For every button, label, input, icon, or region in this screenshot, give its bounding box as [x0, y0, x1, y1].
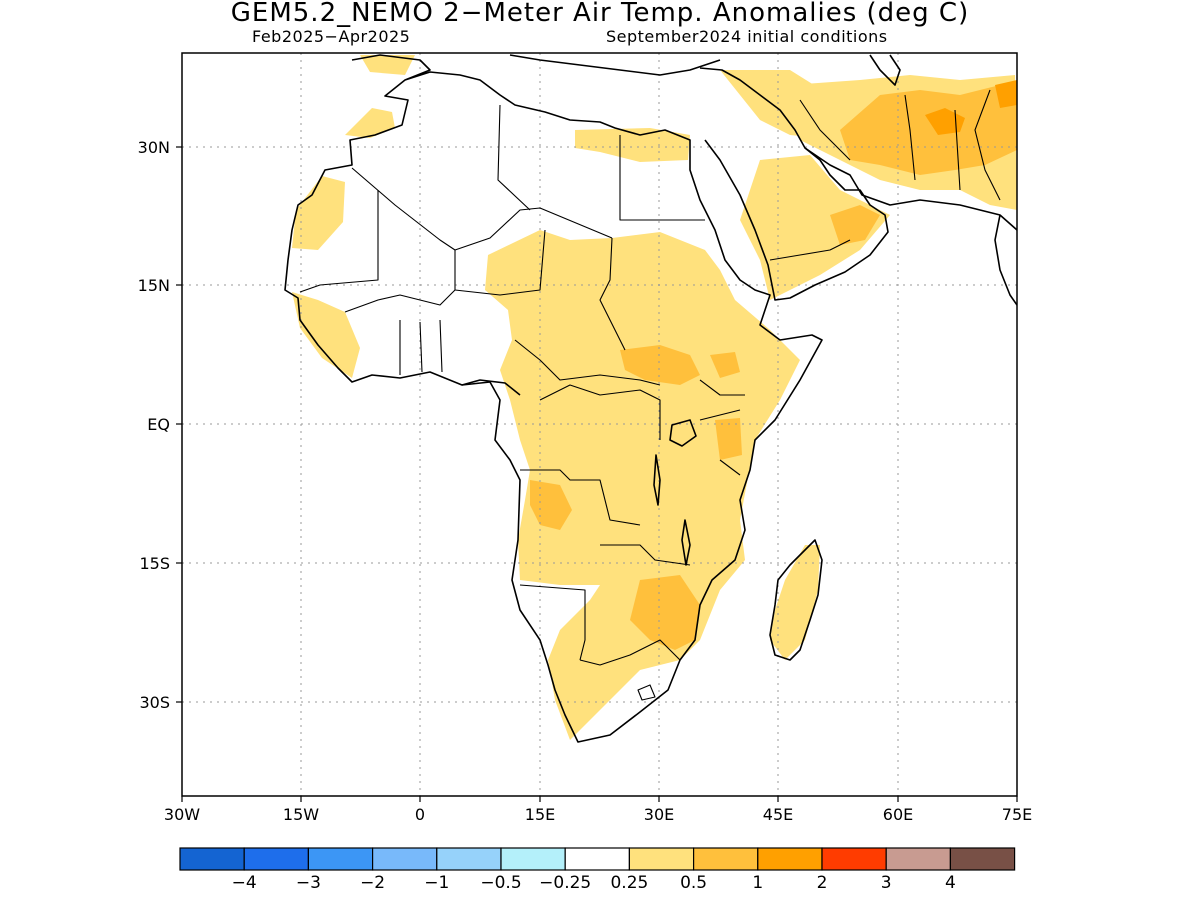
- country-borders: [299, 89, 1001, 701]
- anomaly-madagascar: [770, 545, 820, 660]
- chart-title: GEM5.2_NEMO 2−Meter Air Temp. Anomalies …: [230, 0, 970, 28]
- colorbar-swatch: [885, 847, 952, 871]
- anomaly-sudan: [620, 345, 700, 385]
- anomaly-west-sahara: [292, 176, 345, 250]
- colorbar-label: 0.5: [680, 873, 707, 893]
- colorbar-label: −0.25: [539, 873, 591, 893]
- colorbar-swatch: [757, 847, 823, 871]
- border-saudi-yemen: [769, 239, 851, 261]
- border-zambia-zimbabwe: [600, 544, 691, 566]
- border-cameroon-car: [514, 339, 661, 386]
- colorbar-swatch: [372, 847, 438, 871]
- lat-label-30s: 30S: [139, 693, 170, 712]
- lon-label-45e: 45E: [763, 805, 793, 824]
- anomaly-angola: [530, 480, 572, 530]
- colorbar-label: 1: [752, 873, 763, 893]
- border-algeria-mali: [351, 167, 613, 251]
- initial-conditions: September2024 initial conditions: [606, 27, 888, 46]
- border-chad-sudan: [599, 237, 626, 351]
- anomaly-pakistan-north: [995, 80, 1017, 108]
- anomaly-egypt-libya: [575, 128, 690, 162]
- colorbar-swatch: [628, 847, 695, 871]
- border-coast-states: [399, 319, 443, 375]
- persian-gulf-coast: [804, 147, 1017, 231]
- lat-label-15n: 15N: [138, 276, 170, 295]
- border-libya-egypt: [497, 104, 531, 211]
- colorbar-swatch: [436, 847, 502, 871]
- india-west-coast: [994, 214, 1017, 306]
- anomaly-morocco-coast: [345, 108, 395, 138]
- arabia-coastline: [699, 67, 889, 301]
- lat-label-30n: 30N: [138, 138, 170, 157]
- colorbar-label: 3: [881, 873, 892, 893]
- colorbar-label: −4: [232, 873, 257, 893]
- axis-ticks: [176, 146, 1018, 802]
- lake-tanganyika: [653, 454, 661, 506]
- colorbar-label: −0.5: [480, 873, 521, 893]
- colorbar-label: −2: [360, 873, 385, 893]
- colorbar-label: −3: [296, 873, 321, 893]
- border-iraq-iran: [799, 99, 851, 161]
- lon-label-30w: 30W: [164, 805, 200, 824]
- border-niger-nigeria: [454, 229, 546, 296]
- colorbar-swatch: [821, 847, 887, 871]
- forecast-period: Feb2025−Apr2025: [252, 27, 411, 46]
- lon-label-0: 0: [415, 805, 425, 824]
- colorbar-label: −1: [424, 873, 449, 893]
- colorbar-swatch: [949, 847, 1016, 871]
- anomaly-ethiopia: [710, 352, 740, 378]
- lon-label-75e: 75E: [1002, 805, 1032, 824]
- anomaly-north-coast: [360, 55, 415, 75]
- anomaly-west-africa: [292, 292, 360, 378]
- border-mali-west: [299, 190, 379, 293]
- border-drc-angola: [520, 469, 641, 526]
- colorbar-label: 4: [945, 873, 956, 893]
- colorbar-swatch: [243, 847, 309, 871]
- gulf-of-guinea-coast: [461, 379, 521, 396]
- colorbar-swatch: [692, 847, 759, 871]
- madagascar-outline: [769, 539, 823, 661]
- border-congo-drc: [539, 384, 661, 440]
- lon-label-15w: 15W: [283, 805, 319, 824]
- lon-label-15e: 15E: [525, 805, 555, 824]
- mediterranean-north: [509, 54, 721, 76]
- anomaly-iran: [840, 82, 1017, 175]
- coastlines: [284, 54, 1017, 743]
- graticule: [182, 53, 1017, 796]
- lat-label-eq: EQ: [147, 415, 170, 434]
- caspian-sea: [869, 54, 901, 86]
- colorbar-swatch: [500, 847, 566, 871]
- border-lesotho: [637, 684, 656, 701]
- border-south-africa: [579, 639, 681, 666]
- colorbar-swatch: [564, 847, 631, 871]
- lat-label-15s: 15S: [139, 554, 170, 573]
- anomaly-shading: [292, 55, 1017, 740]
- border-namibia-botswana: [519, 584, 586, 661]
- africa-coastline: [284, 54, 823, 743]
- lon-label-30e: 30E: [644, 805, 674, 824]
- lake-victoria: [669, 419, 697, 447]
- colorbar-swatch: [307, 847, 374, 871]
- lon-label-60e: 60E: [883, 805, 913, 824]
- anomaly-light-orange-areas: [530, 82, 1017, 650]
- colorbar-label: 0.25: [610, 873, 648, 893]
- border-east-africa: [699, 379, 745, 476]
- anomaly-oman: [830, 205, 880, 245]
- border-egypt-sudan: [619, 135, 705, 221]
- border-iran-afghanistan: [904, 94, 961, 191]
- border-west-africa: [344, 289, 456, 313]
- anomaly-zimbabwe: [630, 575, 700, 650]
- colorbar: −4 −3 −2 −1 −0.5 −0.25 0.25 0.5 1 2 3 4: [179, 847, 1016, 893]
- border-pakistan-india: [974, 89, 1001, 201]
- colorbar-label: 2: [817, 873, 828, 893]
- lake-malawi: [681, 519, 691, 566]
- colorbar-swatch: [179, 847, 245, 871]
- anomaly-kenya: [715, 418, 742, 460]
